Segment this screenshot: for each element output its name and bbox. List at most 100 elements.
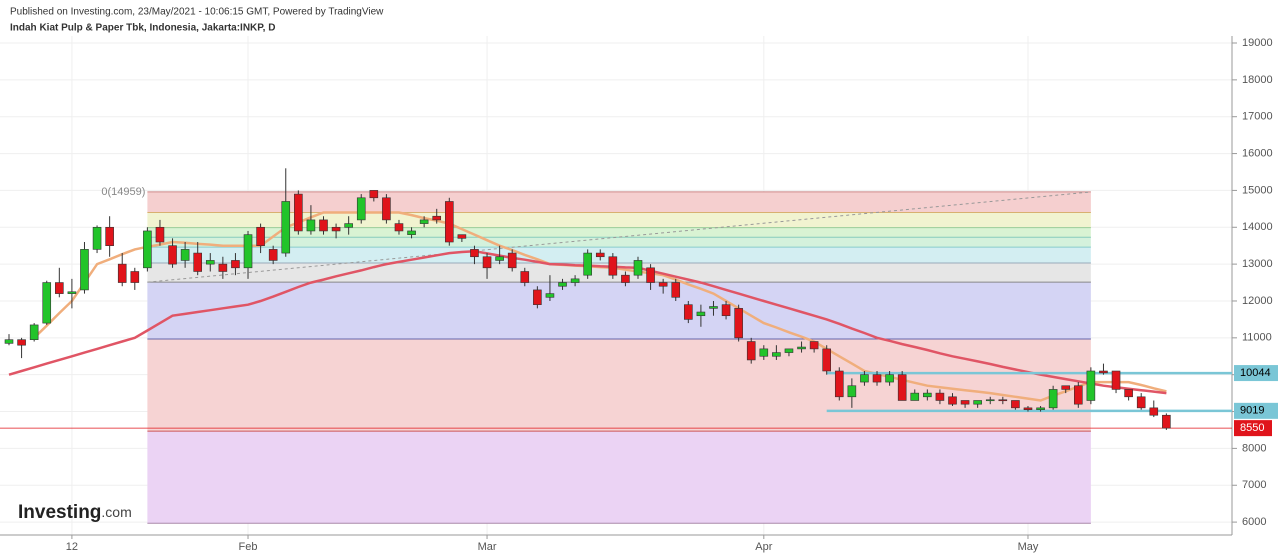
x-tick-label: 12 bbox=[66, 541, 78, 553]
x-tick-label: Apr bbox=[755, 541, 772, 553]
candle-body bbox=[1086, 370, 1096, 401]
candle-body bbox=[1061, 385, 1071, 390]
candle-body bbox=[507, 252, 517, 269]
candle-body bbox=[369, 190, 379, 199]
candle-body bbox=[608, 256, 618, 276]
candle-body bbox=[520, 271, 530, 283]
candle-body bbox=[797, 346, 806, 350]
candle-body bbox=[1023, 407, 1033, 410]
candle-body bbox=[1011, 400, 1020, 409]
candle-body bbox=[180, 249, 190, 261]
candle-body bbox=[29, 324, 39, 340]
last-price-label: 8550 bbox=[1240, 422, 1264, 434]
candle-body bbox=[281, 201, 291, 254]
candle-body bbox=[621, 274, 630, 283]
price-tag-label: 10044 bbox=[1240, 367, 1271, 379]
y-tick-label: 18000 bbox=[1242, 74, 1273, 86]
candle-body bbox=[935, 392, 945, 401]
x-tick-label: May bbox=[1018, 541, 1039, 553]
candle-body bbox=[834, 370, 844, 398]
candle-body bbox=[784, 348, 794, 353]
candle-body bbox=[143, 230, 152, 269]
candle-body bbox=[231, 260, 240, 269]
candle-body bbox=[17, 339, 26, 346]
candle-body bbox=[382, 197, 391, 221]
y-tick-label: 17000 bbox=[1242, 111, 1273, 123]
candle-body bbox=[1048, 389, 1058, 409]
logo-word: Investing bbox=[18, 502, 101, 523]
y-tick-label: 15000 bbox=[1242, 184, 1273, 196]
fib-label: 0(14959) bbox=[101, 186, 145, 198]
candle-body bbox=[1149, 407, 1159, 416]
candle-body bbox=[696, 311, 706, 317]
price-tag bbox=[1234, 402, 1278, 419]
fib-band bbox=[147, 247, 1091, 264]
candle-body bbox=[910, 392, 920, 401]
trend-line bbox=[147, 191, 1091, 283]
candle-body bbox=[948, 396, 957, 405]
candle-body bbox=[205, 260, 215, 265]
candle-body bbox=[457, 234, 467, 239]
candle-body bbox=[256, 226, 265, 246]
candle-body bbox=[67, 291, 77, 294]
candle-body bbox=[1036, 407, 1045, 410]
candle-body bbox=[331, 226, 341, 232]
candle-body bbox=[306, 219, 316, 232]
candle-body bbox=[42, 282, 52, 324]
candle-body bbox=[872, 374, 882, 383]
y-tick-label: 14000 bbox=[1242, 221, 1273, 233]
logo-suffix: .com bbox=[101, 504, 131, 520]
candle-body bbox=[583, 252, 592, 276]
candle-body bbox=[633, 260, 643, 276]
y-tick-label: 19000 bbox=[1242, 37, 1273, 49]
candle-body bbox=[1162, 414, 1171, 429]
candle-body bbox=[570, 278, 580, 283]
candle-body bbox=[268, 249, 278, 261]
candle-body bbox=[973, 400, 982, 405]
y-tick-label: 16000 bbox=[1242, 147, 1273, 159]
candle-body bbox=[432, 215, 442, 221]
candle-body bbox=[759, 348, 769, 357]
candle-body bbox=[545, 293, 555, 298]
candle-body bbox=[923, 392, 932, 398]
candle-body bbox=[847, 385, 857, 398]
candle-body bbox=[105, 226, 114, 246]
price-tag bbox=[1234, 365, 1278, 382]
candle-body bbox=[533, 289, 542, 305]
x-tick-label: Mar bbox=[478, 541, 497, 553]
candle-body bbox=[1124, 389, 1133, 398]
candle-body bbox=[684, 304, 693, 320]
symbol-title: Indah Kiat Pulp & Paper Tbk, Indonesia, … bbox=[10, 23, 275, 34]
candle-body bbox=[243, 234, 253, 269]
y-tick-label: 11000 bbox=[1242, 332, 1272, 344]
candle-body bbox=[658, 282, 668, 287]
candle-body bbox=[595, 252, 605, 258]
candle-body bbox=[772, 352, 781, 357]
candle-body bbox=[394, 223, 404, 232]
candle-body bbox=[558, 282, 567, 287]
candle-body bbox=[998, 399, 1008, 402]
candle-body bbox=[885, 374, 894, 383]
candle-body bbox=[1136, 396, 1146, 409]
candle-body bbox=[495, 256, 504, 261]
y-tick-label: 13000 bbox=[1242, 258, 1273, 270]
last-price-tag bbox=[1234, 420, 1272, 437]
candle-body bbox=[809, 341, 819, 350]
candle-body bbox=[1111, 370, 1121, 390]
candle-body bbox=[80, 249, 89, 291]
candle-body bbox=[734, 308, 743, 339]
candle-body bbox=[319, 219, 328, 232]
candle-body bbox=[155, 226, 165, 243]
candle-body bbox=[92, 226, 102, 250]
published-note: Published on Investing.com, 23/May/2021 … bbox=[10, 7, 384, 18]
candle-body bbox=[709, 306, 718, 309]
candle-body bbox=[470, 249, 479, 258]
candle-body bbox=[55, 282, 64, 294]
fib-band bbox=[147, 263, 1091, 283]
candle-body bbox=[168, 245, 177, 265]
candle-body bbox=[1099, 370, 1108, 374]
candle-body bbox=[356, 197, 366, 221]
fib-band bbox=[147, 227, 1091, 238]
y-tick-label: 8000 bbox=[1242, 442, 1266, 454]
